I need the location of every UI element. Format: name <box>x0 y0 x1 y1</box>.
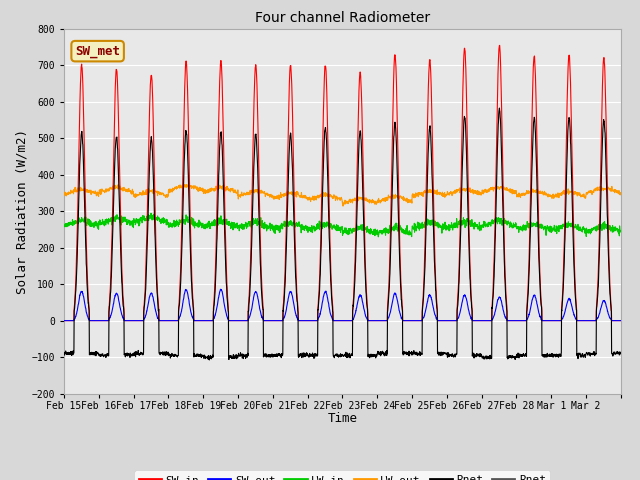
Y-axis label: Solar Radiation (W/m2): Solar Radiation (W/m2) <box>16 129 29 294</box>
X-axis label: Time: Time <box>328 412 357 425</box>
Title: Four channel Radiometer: Four channel Radiometer <box>255 11 430 25</box>
Text: SW_met: SW_met <box>75 45 120 58</box>
Legend: SW_in, SW_out, LW_in, LW_out, Rnet, Rnet: SW_in, SW_out, LW_in, LW_out, Rnet, Rnet <box>134 470 550 480</box>
